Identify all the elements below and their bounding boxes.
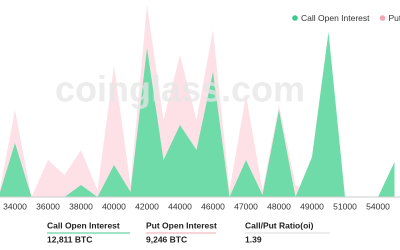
summary-label: Call Open Interest	[47, 220, 120, 230]
x-tick-label: 44000	[168, 201, 192, 211]
summary-value: 9,246 BTC	[146, 234, 187, 244]
legend-label: Put Open Interest	[389, 13, 400, 23]
x-tick-label: 46000	[201, 201, 225, 211]
area	[0, 32, 395, 197]
x-tick-label: 47000	[234, 201, 258, 211]
x-tick-label: 40000	[102, 201, 126, 211]
x-tick-label: 38000	[69, 201, 93, 211]
x-tick-label: 49000	[300, 201, 324, 211]
x-tick-label: 42000	[135, 201, 159, 211]
x-tick-label: 48000	[267, 201, 291, 211]
summary-value: 12,811 BTC	[47, 234, 92, 244]
summary-label: Put Open Interest	[146, 220, 217, 230]
summary-label: Call/Put Ratio(oi)	[245, 220, 314, 230]
x-tick-label: 51000	[333, 201, 357, 211]
legend-marker	[379, 15, 386, 21]
x-tick-label: 34000	[3, 201, 27, 211]
legend-label: Call Open Interest	[301, 13, 370, 23]
x-tick-label: 54000	[366, 201, 390, 211]
summary-value: 1.39	[245, 234, 262, 244]
x-tick-label: 36000	[36, 201, 60, 211]
legend-marker	[292, 15, 298, 21]
watermark: coinglass.com	[55, 69, 305, 110]
